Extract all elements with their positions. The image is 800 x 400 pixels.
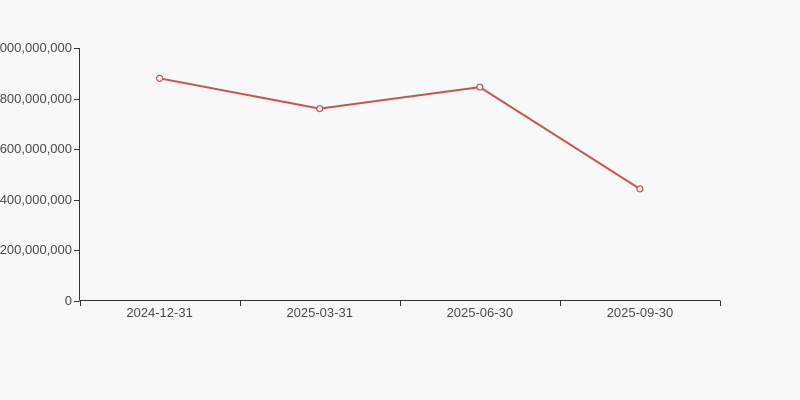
data-point-marker[interactable] bbox=[316, 104, 324, 113]
series-line bbox=[159, 77, 641, 190]
data-point-marker[interactable] bbox=[636, 185, 644, 193]
data-point-marker[interactable] bbox=[155, 74, 164, 82]
data-point-marker[interactable] bbox=[476, 83, 484, 91]
